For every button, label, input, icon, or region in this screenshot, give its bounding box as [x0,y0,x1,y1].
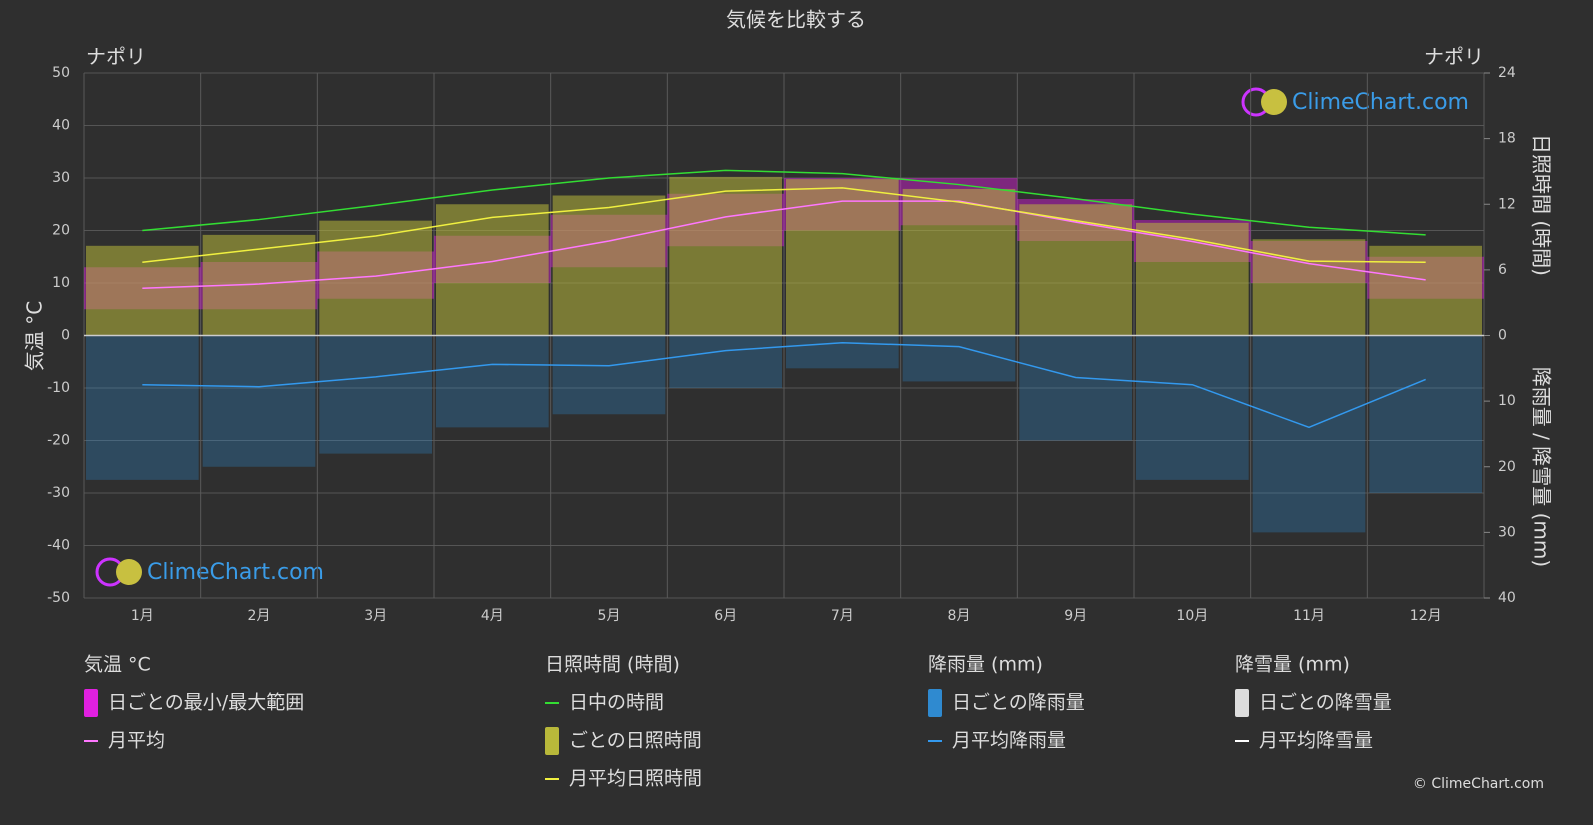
legend-label: ごとの日照時間 [569,730,702,752]
logo-bottom: ClimeChart.com [95,557,324,587]
bar [1136,335,1249,480]
y-tick-label: -10 [47,380,70,396]
y-tick-label: -20 [47,433,70,449]
legend-title: 降雨量 (mm) [928,654,1043,676]
y-axis-label: 気温 °C [23,301,47,371]
legend-title: 降雪量 (mm) [1235,654,1350,676]
plot-area [83,72,1485,599]
legend-swatch [1235,689,1249,717]
legend-swatch [84,689,98,717]
x-tick-label: 10月 [1176,608,1208,624]
bar [786,179,899,336]
location-right: ナポリ [1424,45,1484,69]
bar [1252,239,1366,336]
logo-sun [116,559,142,585]
bar [669,176,782,336]
bar [319,220,432,336]
legend-label: 月平均降雨量 [952,730,1066,752]
bar [1369,335,1482,493]
bar [1369,245,1482,336]
y-tick-label: 50 [52,65,70,81]
location-left: ナポリ [86,45,146,69]
bar [1019,204,1132,336]
legend-label: 日ごとの降雪量 [1259,692,1392,714]
logo-sun [1261,89,1287,115]
y3-axis-label: 降雨量 / 降雪量 (mm) [1530,367,1554,567]
x-tick-label: 3月 [364,608,387,624]
y2-tick-label: 18 [1498,131,1516,147]
bar [86,245,199,336]
x-tick-label: 6月 [714,608,737,624]
bar [1252,335,1366,533]
bar [1019,335,1132,441]
y2-axis-label: 日照時間 (時間) [1530,134,1554,276]
x-tick-label: 9月 [1064,608,1087,624]
y-tick-label: -50 [47,590,70,606]
y3-tick-label: 10 [1498,393,1516,409]
y-tick-label: 20 [52,223,70,239]
watermark: ClimeChart.com [147,560,324,585]
y2-tick-label: 24 [1498,65,1516,81]
legend-label: 月平均日照時間 [569,768,702,790]
x-tick-label: 11月 [1293,608,1325,624]
bar [436,204,549,336]
legend-label: 月平均降雪量 [1259,730,1373,752]
y-tick-label: 0 [61,328,70,344]
y-tick-label: 10 [52,275,70,291]
y2-tick-label: 0 [1498,328,1507,344]
legend-title: 日照時間 (時間) [545,654,680,676]
legend-swatch [928,689,942,717]
y2-tick-label: 12 [1498,196,1516,212]
legend-label: 日中の時間 [569,692,664,714]
copyright: © ClimeChart.com [1413,776,1544,792]
x-tick-label: 2月 [248,608,271,624]
y-tick-label: 30 [52,170,70,186]
bar [86,335,199,480]
x-tick-label: 4月 [481,608,504,624]
legend-title: 気温 °C [84,654,151,676]
legend-label: 日ごとの最小/最大範囲 [108,692,304,714]
x-tick-label: 7月 [831,608,854,624]
y-tick-label: -30 [47,485,70,501]
bar [552,335,666,415]
y2-tick-label: 6 [1498,262,1507,278]
bar [786,335,899,369]
bar [319,335,432,454]
x-tick-label: 1月 [131,608,154,624]
line [142,200,1426,289]
x-tick-label: 12月 [1410,608,1442,624]
legend-label: 月平均 [108,730,165,752]
bar [902,335,1016,382]
bar [436,335,549,428]
bar [902,188,1016,336]
legend-label: 日ごとの降雨量 [952,692,1085,714]
x-tick-label: 5月 [598,608,621,624]
x-tick-label: 8月 [948,608,971,624]
watermark: ClimeChart.com [1292,90,1469,115]
line [142,187,1426,263]
bar [202,335,316,467]
line [142,341,1426,429]
bar [552,195,666,336]
y3-tick-label: 40 [1498,590,1516,606]
y-tick-label: -40 [47,538,70,554]
line [142,169,1426,236]
bar [669,335,782,388]
y3-tick-label: 30 [1498,524,1516,540]
y-tick-label: 40 [52,118,70,134]
y3-tick-label: 20 [1498,459,1516,475]
legend-swatch [545,727,559,755]
logo-top: ClimeChart.com [1241,87,1469,117]
chart-title: 気候を比較する [726,8,866,32]
